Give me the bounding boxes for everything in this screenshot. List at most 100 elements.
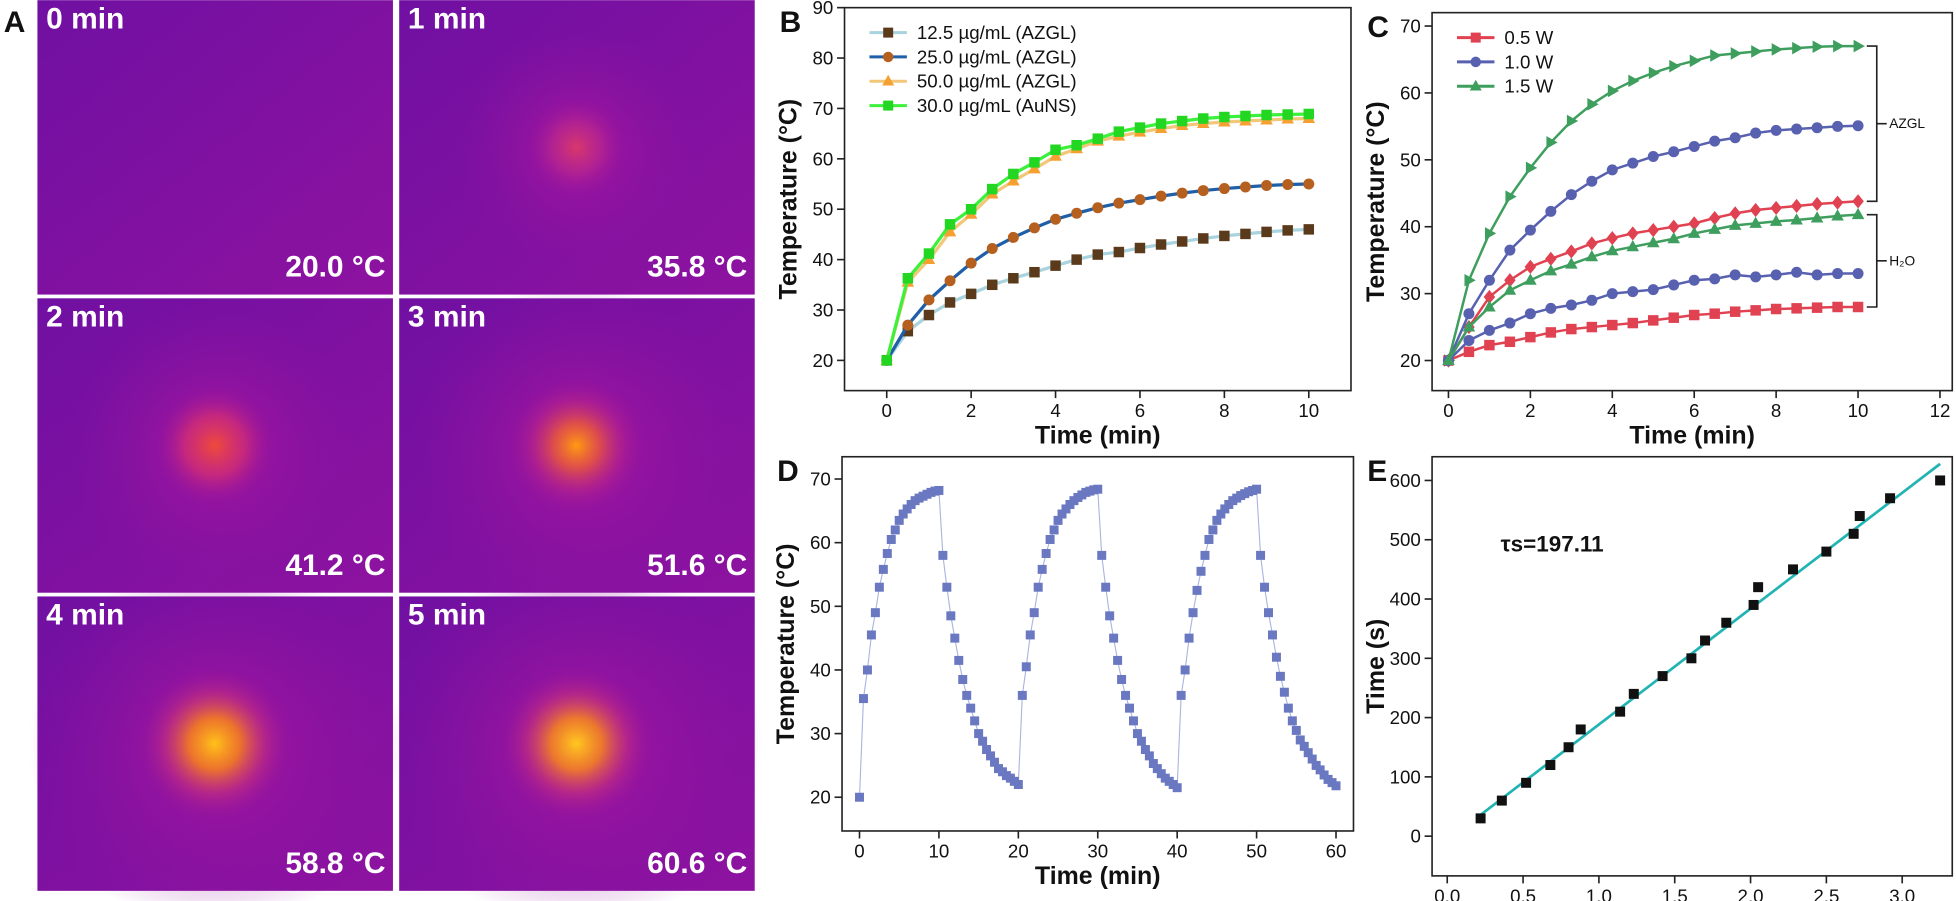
marker <box>1029 266 1040 278</box>
marker <box>855 792 864 802</box>
panel-label: E <box>1367 455 1387 488</box>
marker <box>1105 611 1115 621</box>
marker <box>1049 525 1059 535</box>
marker <box>1071 139 1082 151</box>
temperature-label: 51.6 °C <box>647 549 747 582</box>
legend-marker <box>882 74 895 86</box>
marker <box>1028 222 1040 234</box>
y-axis-title: Temperature (°C) <box>772 543 800 744</box>
hot-spot <box>507 376 645 515</box>
marker <box>1585 250 1599 262</box>
marker <box>1545 205 1557 217</box>
marker <box>1483 324 1495 336</box>
marker <box>965 257 977 269</box>
y-tick-label: 20 <box>1400 350 1421 371</box>
marker <box>923 248 935 259</box>
marker <box>987 183 998 195</box>
marker <box>1484 227 1497 240</box>
marker <box>1283 703 1293 713</box>
time-label: 4 min <box>46 599 124 632</box>
y-axis-title: Temperature (°C) <box>1362 101 1390 302</box>
marker <box>1504 317 1516 329</box>
marker <box>1667 231 1681 244</box>
marker <box>1113 246 1125 258</box>
marker <box>1607 84 1620 98</box>
marker <box>1315 765 1325 775</box>
marker <box>1587 98 1599 111</box>
marker <box>1033 582 1043 592</box>
marker <box>978 736 988 746</box>
time-label: 5 min <box>408 599 486 632</box>
marker <box>1483 300 1496 312</box>
marker <box>942 582 952 592</box>
y-tick-label: 600 <box>1390 470 1421 491</box>
y-tick-label: 50 <box>810 596 831 617</box>
y-axis-title: Time (s) <box>1362 619 1390 714</box>
marker <box>1545 760 1556 771</box>
legend-marker <box>1469 79 1482 91</box>
marker <box>1566 323 1577 335</box>
marker <box>1134 194 1146 206</box>
marker <box>1790 198 1803 214</box>
marker <box>886 534 896 544</box>
marker <box>1252 484 1262 494</box>
marker <box>1331 781 1341 791</box>
y-tick-label: 70 <box>812 98 833 119</box>
marker <box>1791 123 1803 135</box>
plot-frame <box>1431 455 1954 877</box>
panel-label: B <box>780 6 802 39</box>
x-tick-label: 4 <box>1607 400 1617 421</box>
marker <box>1853 39 1865 53</box>
legend-label: 1.0 W <box>1504 51 1553 72</box>
marker <box>1575 724 1586 735</box>
marker <box>1852 268 1864 280</box>
marker <box>870 608 880 618</box>
marker <box>1264 608 1273 618</box>
marker <box>858 694 868 704</box>
marker <box>1708 222 1721 234</box>
y-tick-label: 400 <box>1390 589 1421 610</box>
time-label: 0 min <box>46 2 124 35</box>
y-tick-label: 50 <box>812 199 833 220</box>
legend-marker <box>1470 56 1481 68</box>
marker <box>1050 213 1062 225</box>
marker <box>1219 230 1230 242</box>
x-tick-label: 30 <box>1087 840 1108 861</box>
y-tick-label: 40 <box>812 249 833 270</box>
marker <box>1204 534 1214 544</box>
y-tick-label: 70 <box>810 469 831 490</box>
marker <box>1688 140 1700 152</box>
marker <box>1627 317 1639 329</box>
marker <box>1037 564 1047 574</box>
y-tick-label: 200 <box>1390 707 1421 728</box>
marker <box>1155 190 1167 202</box>
marker <box>1854 511 1865 522</box>
marker <box>1669 59 1681 73</box>
marker <box>1628 688 1639 699</box>
marker <box>1626 239 1640 252</box>
marker <box>1831 209 1844 221</box>
marker <box>1769 214 1783 226</box>
marker <box>1101 582 1111 592</box>
marker <box>1586 236 1598 251</box>
marker <box>1586 294 1598 306</box>
marker <box>1521 777 1532 788</box>
x-tick-label: 6 <box>1135 400 1145 421</box>
y-tick-label: 30 <box>812 299 833 320</box>
marker <box>1729 269 1741 281</box>
thermal-image <box>37 0 393 295</box>
marker <box>1770 200 1782 216</box>
marker <box>1197 185 1209 197</box>
marker <box>1097 550 1107 560</box>
x-tick-label: 60 <box>1326 840 1347 861</box>
y-tick-label: 20 <box>810 787 831 808</box>
marker <box>1848 528 1859 539</box>
marker <box>1117 675 1127 684</box>
marker <box>1172 783 1182 793</box>
temperature-label: 20.0 °C <box>285 251 385 284</box>
marker <box>874 582 884 592</box>
marker <box>1240 110 1251 122</box>
marker <box>965 203 977 215</box>
marker <box>1586 321 1598 333</box>
marker <box>1545 251 1557 266</box>
